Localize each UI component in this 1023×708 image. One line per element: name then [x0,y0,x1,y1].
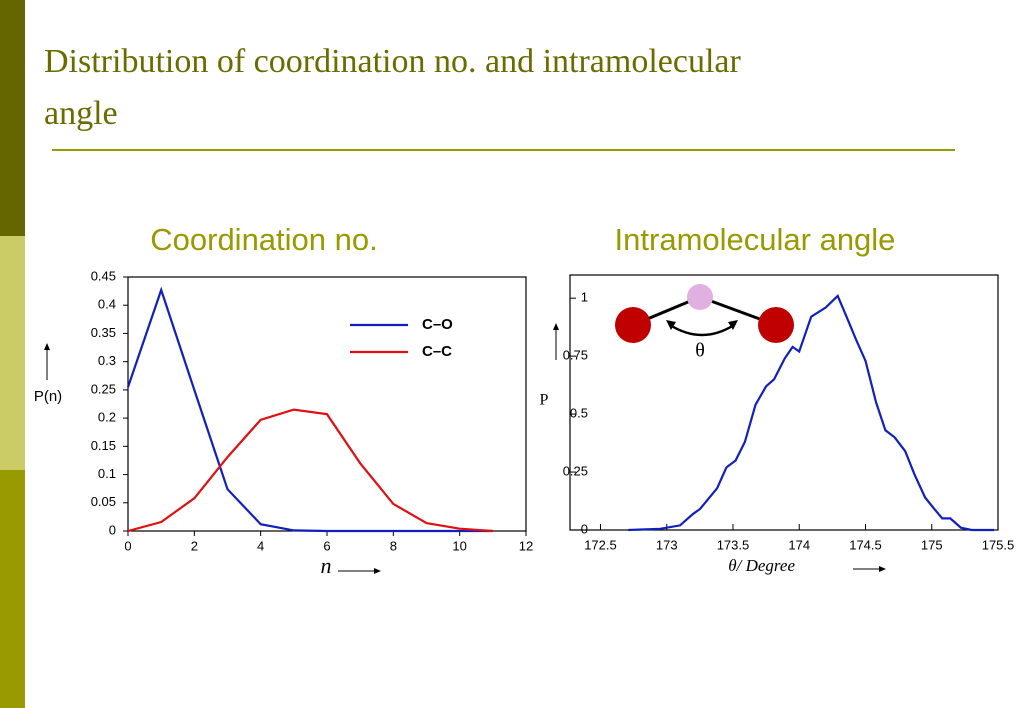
y-tick-label: 0.35 [91,325,116,340]
y-tick-label: 0.1 [98,466,116,481]
arrow-head [879,566,886,572]
data-line [126,286,493,533]
data-line [127,408,493,533]
y-tick-label: 0.4 [98,297,116,312]
sidebar-bottom [0,470,25,708]
data-line [628,293,994,532]
y-tick-label: 0.75 [563,348,588,363]
y-tick-label: 0.25 [563,463,588,478]
plot-frame [127,276,527,532]
slide-title-line: angle [44,95,118,132]
oxygen-atom [758,307,794,343]
x-tick-label: 6 [323,538,330,553]
legend-label: C–O [422,316,453,333]
x-tick-label: 175 [921,537,943,552]
arrow-head [44,343,50,350]
y-tick-label: 0.2 [98,410,116,425]
slide-title: Distribution of coordination no. and int… [44,43,742,132]
legend-label: C–C [422,343,452,360]
x-tick-label: 12 [519,538,533,553]
x-tick-label: 172.5 [584,537,617,552]
y-tick-label: 0.05 [91,494,116,509]
x-tick-label: 175.5 [982,537,1015,552]
plot-frame [569,274,999,531]
slide-title-line: Distribution of coordination no. and int… [44,43,742,80]
chart-title: Intramolecular angle [615,222,896,257]
y-axis-label: P(n) [34,388,62,405]
x-tick-label: 173.5 [717,537,750,552]
x-tick-label: 173 [656,537,678,552]
x-tick-label: 4 [257,538,264,553]
y-tick-label: 0.15 [91,438,116,453]
y-tick-label: 0.5 [570,406,588,421]
arrow-head [374,568,381,574]
x-tick-label: 174 [788,537,810,552]
x-tick-label: 8 [390,538,397,553]
y-tick-label: 0 [581,521,588,536]
x-tick-label: 174.5 [849,537,882,552]
y-axis-label: P [540,392,549,409]
plots: 00.050.10.150.20.250.30.350.40.450 2 4 6 8 10… [34,268,1014,578]
sidebar-mid [0,236,25,470]
carbon-atom [687,284,713,310]
angle-arc [669,323,735,337]
x-axis-label: n [321,553,332,578]
y-tick-label: 1 [581,290,588,305]
sidebar-top [0,0,25,236]
y-tick-label: 0.25 [91,381,116,396]
x-axis-label: θ/ Degree [728,556,795,575]
chart-title: Coordination no. [150,222,378,257]
y-tick-label: 0.45 [91,268,116,283]
angle-label: θ [695,340,705,362]
x-tick-label: 2 [191,538,198,553]
y-tick-label: 0 [109,522,116,537]
x-tick-label: 0 [124,538,131,553]
y-tick-label: 0.3 [98,353,116,368]
oxygen-atom [615,307,651,343]
molecule: θ [615,284,794,362]
arrow-head [553,323,559,330]
x-tick-label: 10 [452,538,466,553]
